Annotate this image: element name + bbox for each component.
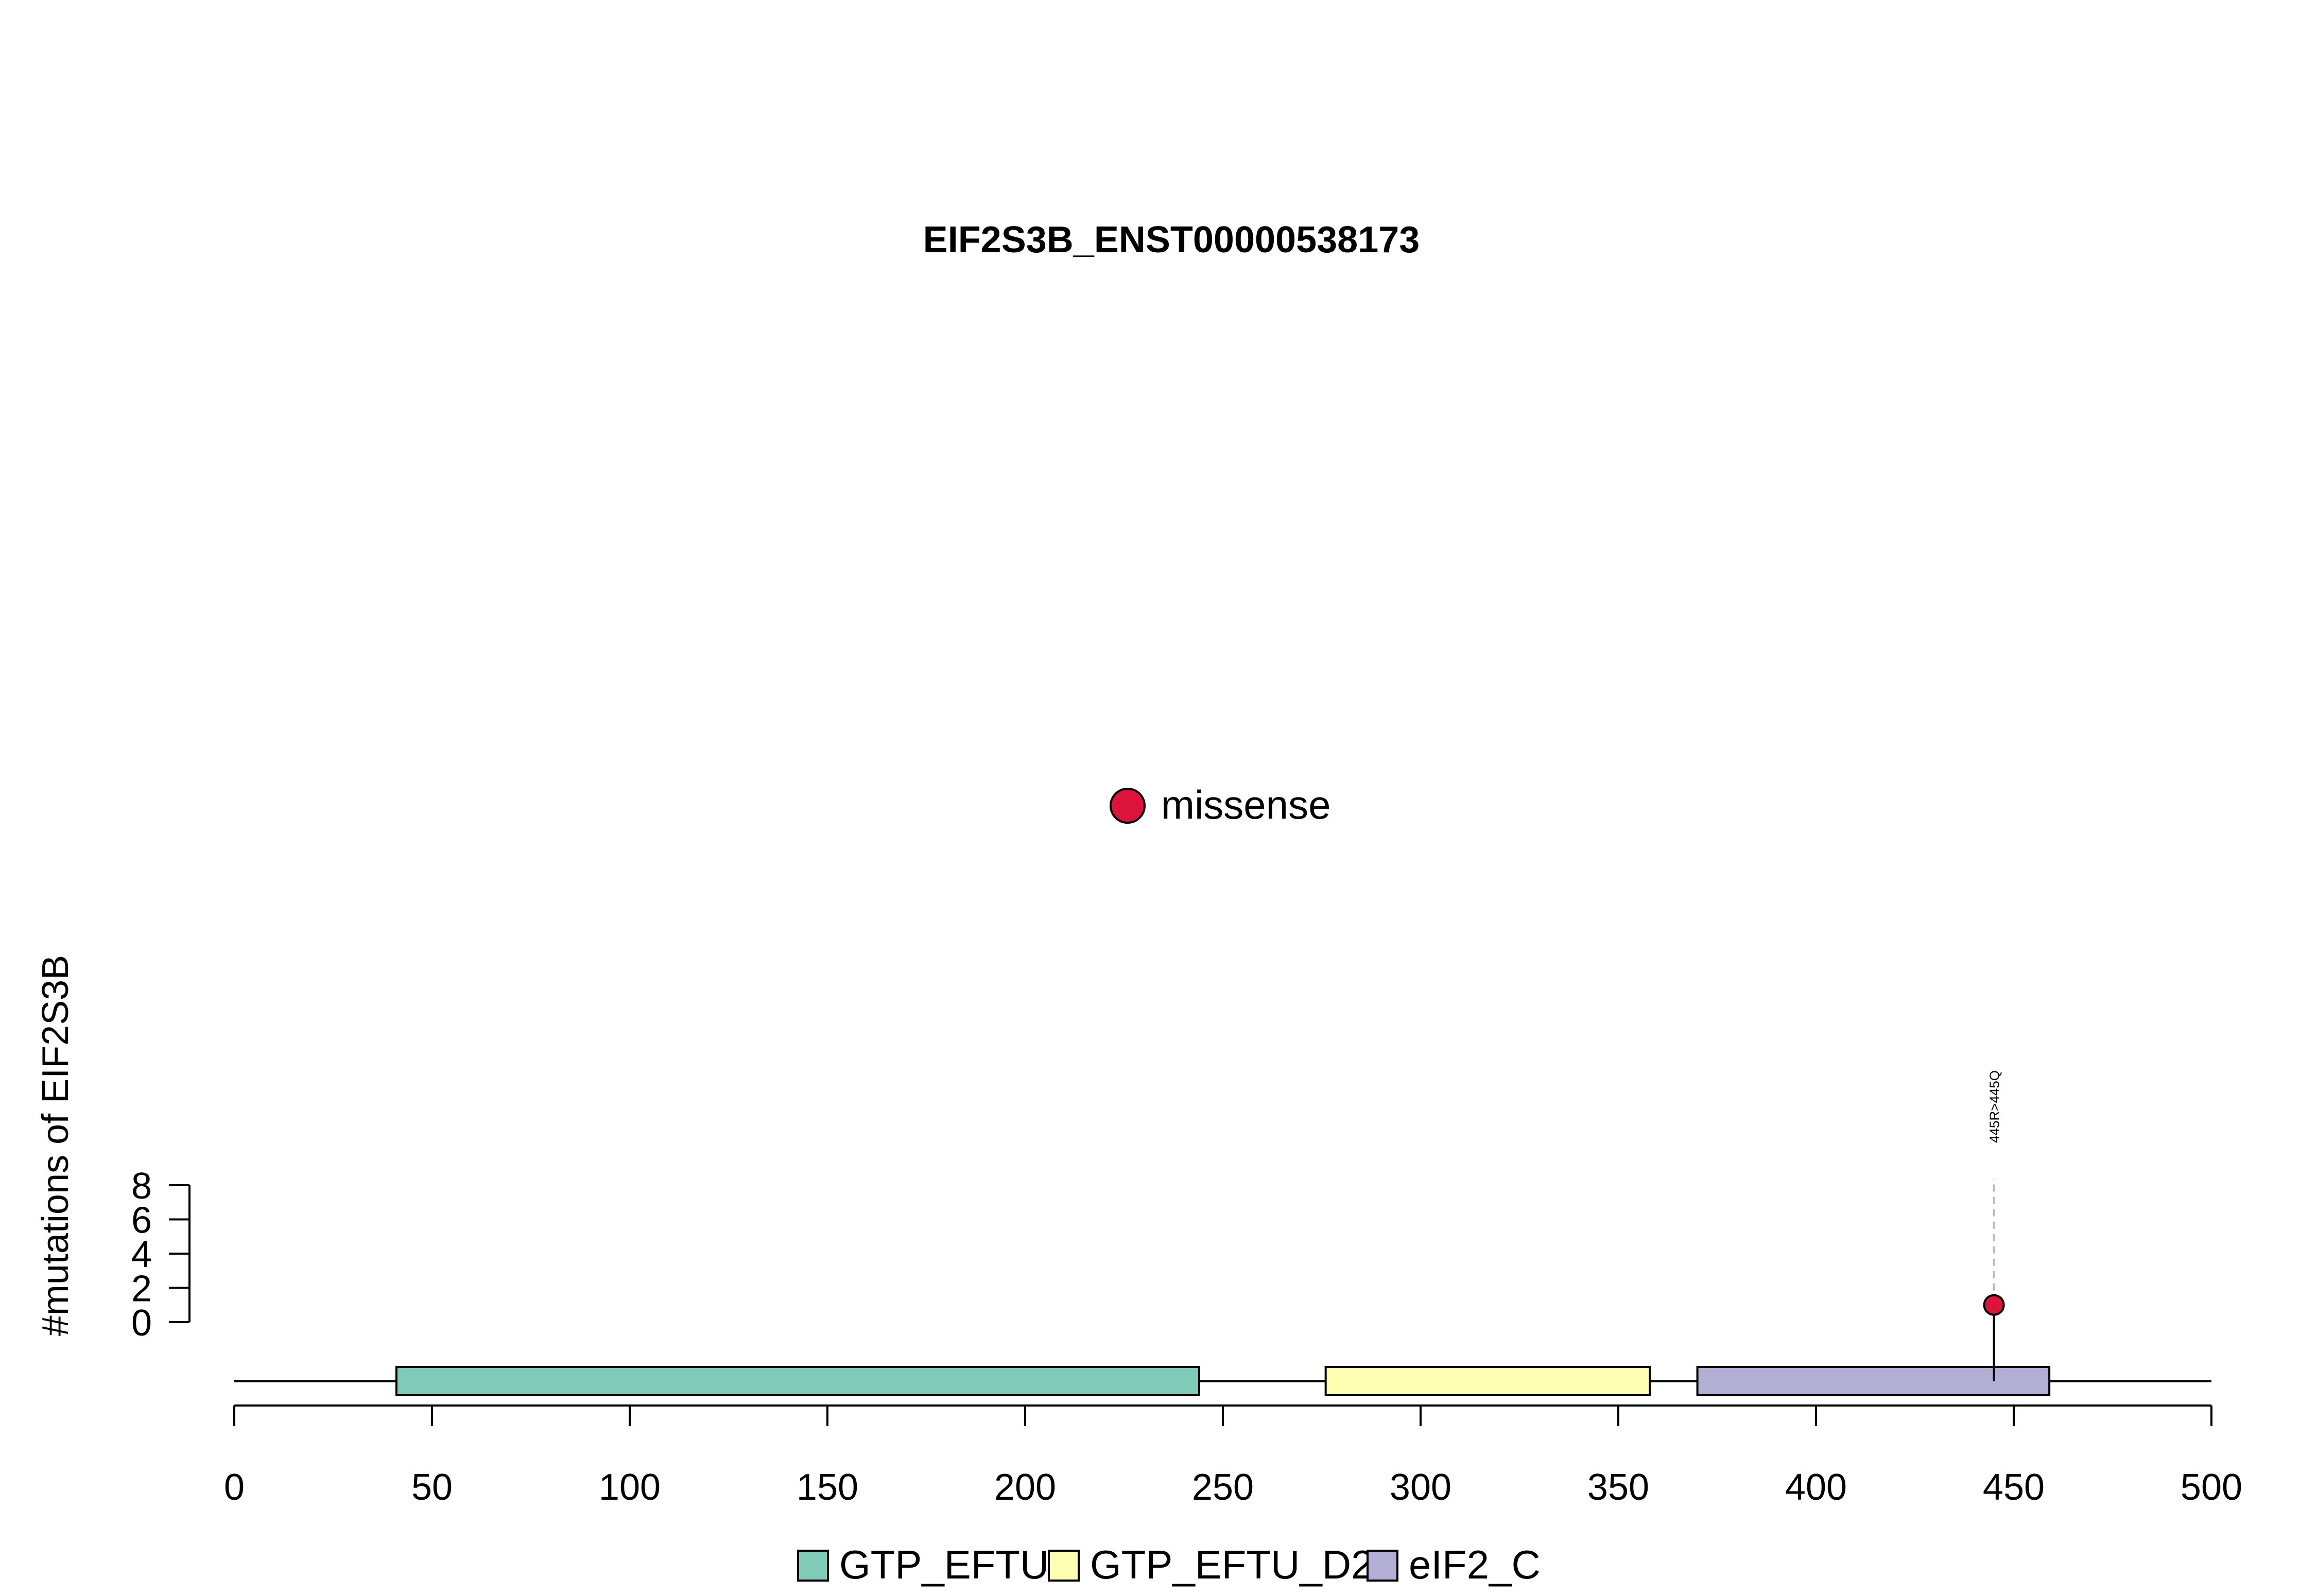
domain-gtp-eftu	[395, 1366, 1200, 1396]
legend-label-gtp-eftu: GTP_EFTU	[839, 1542, 1049, 1587]
x-tick-label: 450	[1983, 1467, 2045, 1508]
y-tick-label: 6	[131, 1200, 152, 1241]
domains	[395, 1366, 2051, 1396]
y-tick-label: 2	[131, 1269, 152, 1310]
lollipop-head	[1983, 1294, 2005, 1316]
x-tick-label: 200	[994, 1467, 1056, 1508]
domain-gtp-eftu-d2	[1324, 1366, 1651, 1396]
y-tick-label: 0	[131, 1303, 152, 1344]
y-tick-label: 4	[131, 1234, 152, 1275]
x-tick-label: 100	[599, 1467, 661, 1508]
x-tick-label: 400	[1785, 1467, 1847, 1508]
x-axis: 0 50 100 150 200 250 300 350 400 450 500	[224, 1404, 2242, 1508]
x-tick-label: 300	[1390, 1467, 1451, 1508]
x-tick-label: 500	[2181, 1467, 2242, 1508]
mutation-legend: missense	[1110, 782, 1330, 827]
legend-swatch-gtp-eftu	[797, 1550, 829, 1582]
legend-marker-missense	[1110, 788, 1146, 824]
x-tick-label: 50	[411, 1467, 453, 1508]
x-tick-label: 250	[1192, 1467, 1254, 1508]
y-axis-label: #mutations of EIF2S3B	[35, 955, 76, 1336]
mutation-label: 445R>445Q	[1987, 1070, 2002, 1143]
domain-eif2-c	[1696, 1366, 2051, 1396]
lollipops: 445R>445Q	[1983, 1070, 2005, 1381]
x-tick-label: 0	[224, 1467, 245, 1508]
chart-title: EIF2S3B_ENST00000538173	[923, 219, 1420, 261]
legend-swatch-eif2-c	[1367, 1550, 1398, 1582]
domain-legend: GTP_EFTU GTP_EFTU_D2 eIF2_C	[797, 1542, 1541, 1587]
legend-swatch-gtp-eftu-d2	[1048, 1550, 1080, 1582]
x-tick-label: 150	[797, 1467, 858, 1508]
legend-label-missense: missense	[1161, 782, 1330, 827]
legend-label-gtp-eftu-d2: GTP_EFTU_D2	[1090, 1542, 1373, 1587]
legend-label-eif2-c: eIF2_C	[1409, 1542, 1541, 1587]
y-tick-label: 8	[131, 1166, 152, 1207]
x-tick-label: 350	[1587, 1467, 1649, 1508]
